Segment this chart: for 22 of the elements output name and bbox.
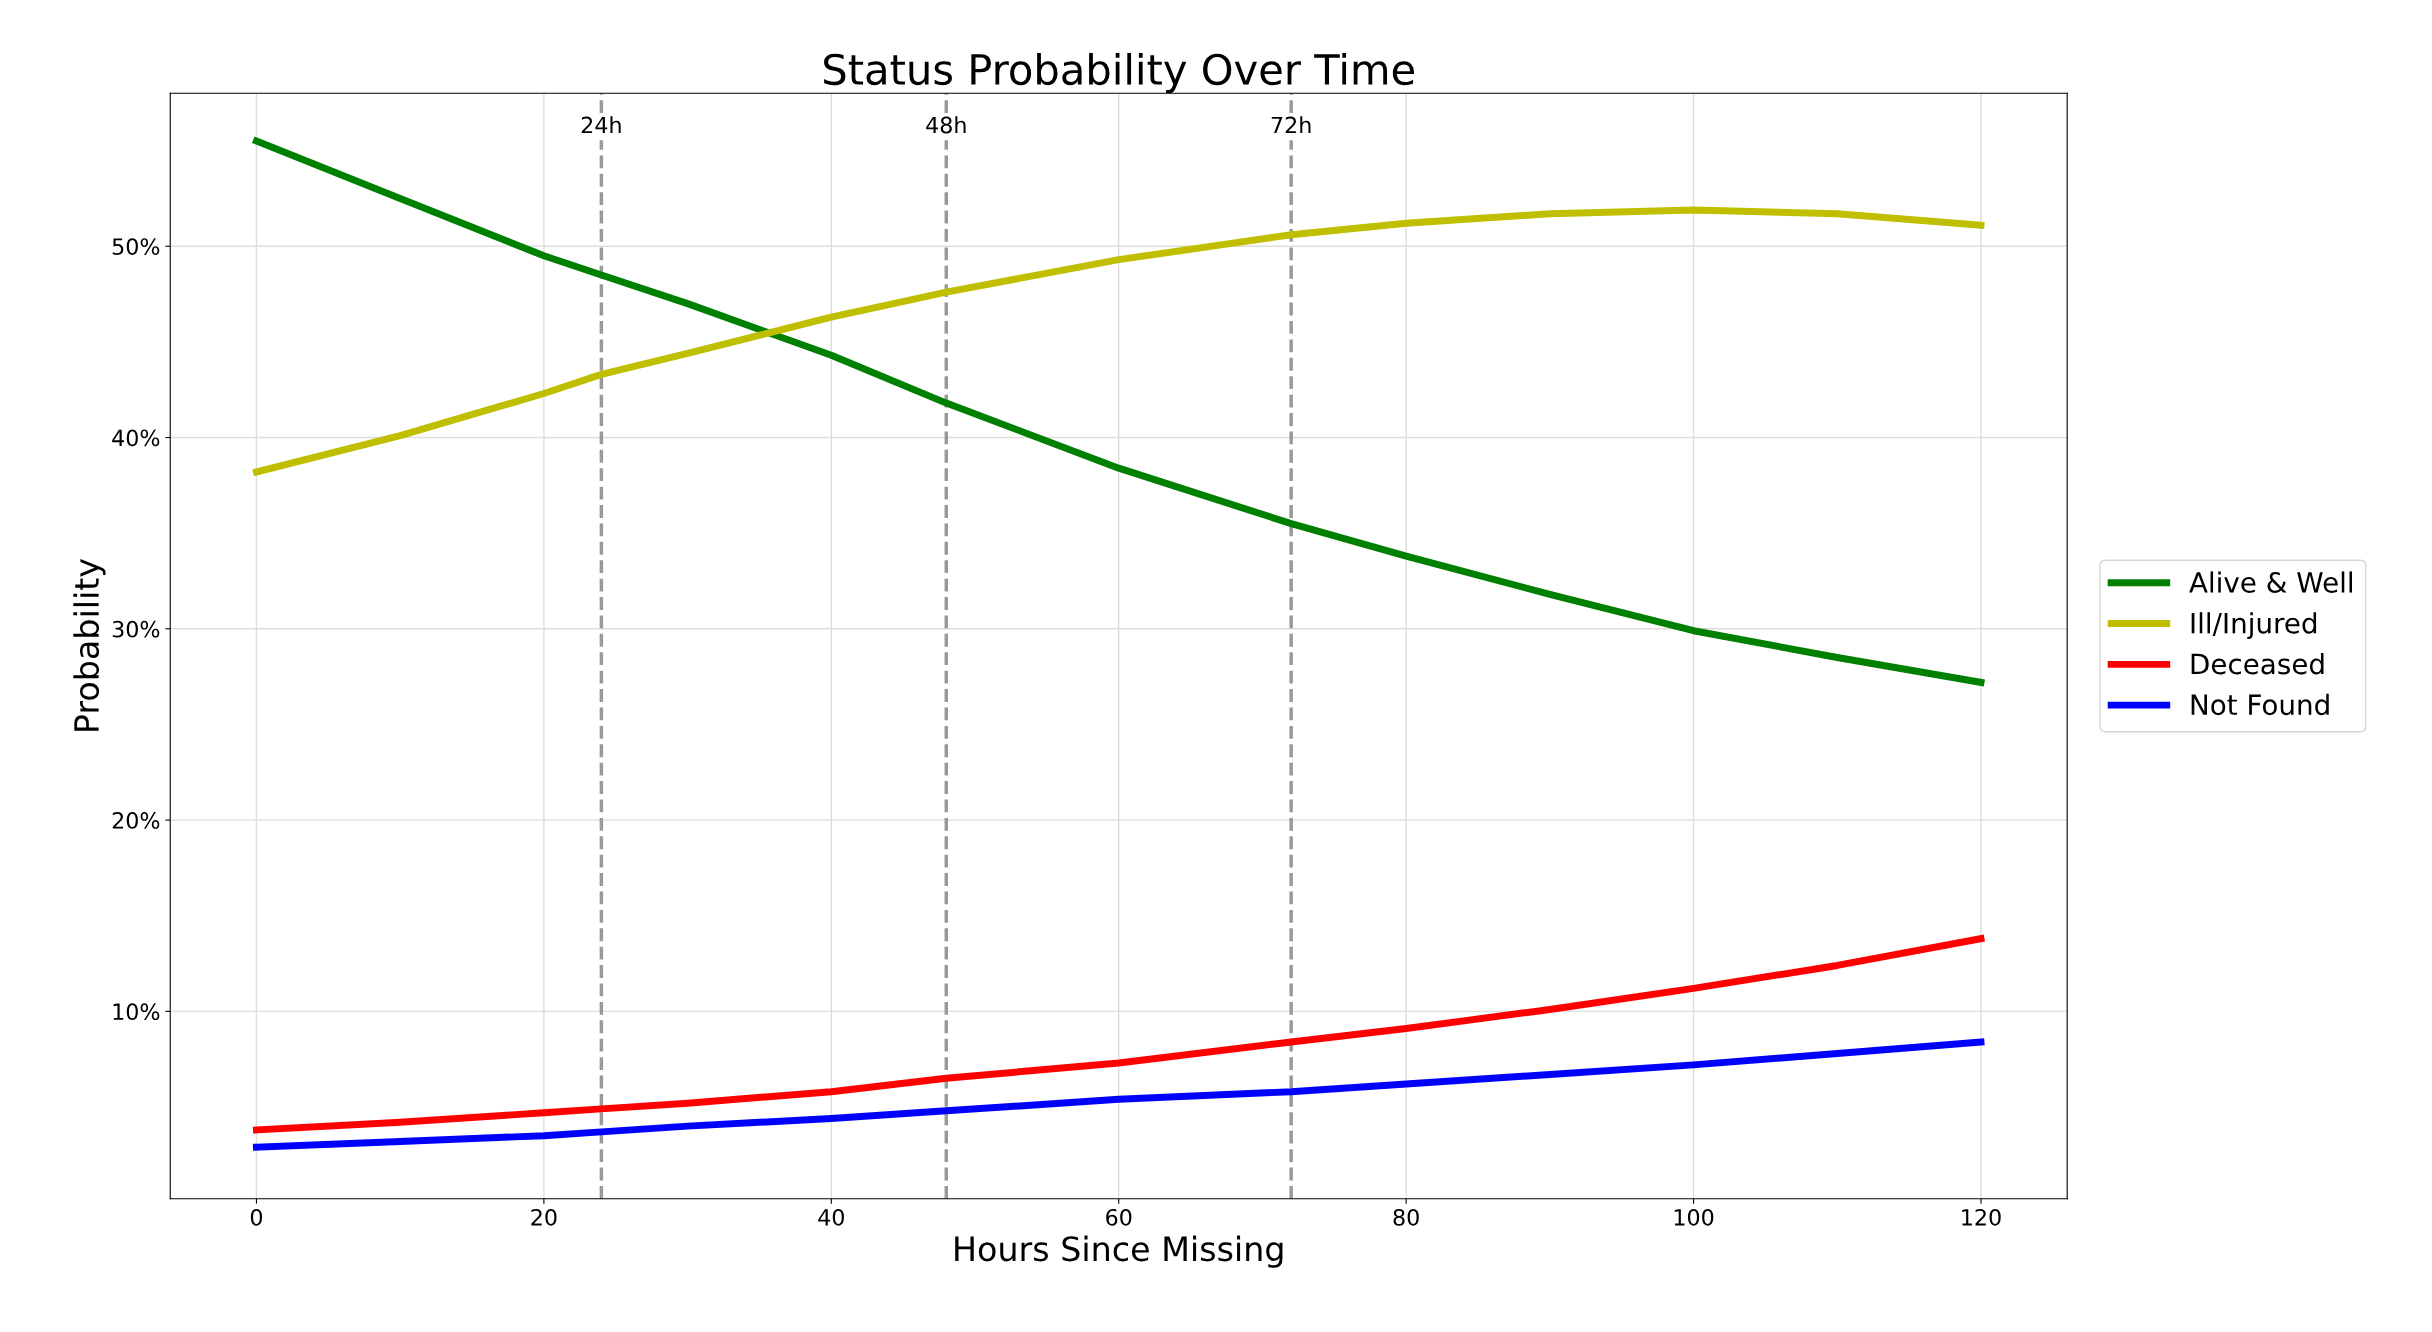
y-tick-label: 20%	[112, 812, 160, 829]
y-tick-label: 10%	[113, 1003, 160, 1021]
y-tick-label: 30%	[112, 620, 160, 638]
x-tick-label: 20	[531, 1208, 557, 1226]
ref-line-label: 72h	[1271, 116, 1311, 134]
y-tick-label: 50%	[112, 238, 160, 256]
chart-title: Status Probability Over Time	[824, 52, 1414, 94]
x-tick-label: 60	[1106, 1208, 1132, 1226]
x-tick-label: 100	[1674, 1208, 1714, 1226]
x-axis-title: Hours Since Missing	[955, 1235, 1283, 1268]
legend-label: Alive & Well	[2189, 571, 2352, 593]
x-tick-label: 0	[250, 1208, 263, 1226]
legend-label: Ill/Injured	[2191, 612, 2317, 640]
ref-line-label: 24h	[581, 116, 621, 134]
legend-label: Not Found	[2191, 693, 2329, 716]
ref-line-label: 48h	[926, 116, 966, 134]
y-tick-label: 40%	[112, 429, 160, 447]
y-axis-title: Probability	[73, 558, 106, 731]
x-tick-label: 80	[1393, 1208, 1419, 1226]
x-tick-label: 40	[818, 1208, 844, 1226]
legend-label: Deceased	[2191, 652, 2324, 675]
x-tick-label: 120	[1962, 1208, 2001, 1226]
